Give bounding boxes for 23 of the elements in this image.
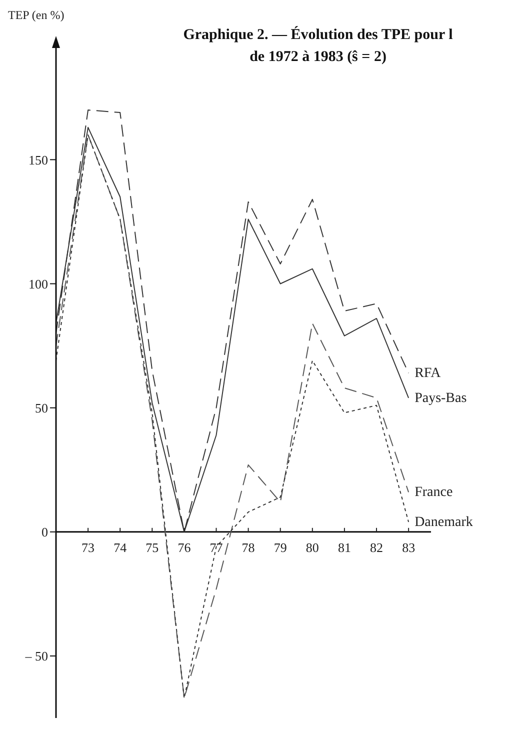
x-tick-label: 74 bbox=[114, 540, 128, 555]
y-axis-title: TEP (en %) bbox=[8, 8, 64, 23]
series-label: Danemark bbox=[414, 514, 473, 530]
y-tick-label: 0 bbox=[42, 524, 48, 540]
chart-subtitle: de 1972 à 1983 (ŝ = 2) bbox=[248, 48, 388, 67]
y-tick-label: 100 bbox=[28, 276, 48, 292]
x-tick-label: 73 bbox=[82, 540, 95, 555]
x-tick-label: 83 bbox=[402, 540, 416, 555]
y-tick-label: 50 bbox=[35, 400, 48, 416]
chart-title: Graphique 2. — Évolution des TPE pour l bbox=[182, 25, 454, 45]
series-label: Pays-Bas bbox=[414, 390, 467, 406]
x-tick-label: 79 bbox=[274, 540, 287, 555]
x-tick-label: 82 bbox=[370, 540, 384, 555]
x-tick-label: 75 bbox=[146, 540, 159, 555]
x-tick-label: 78 bbox=[242, 540, 255, 555]
x-tick-label: 77 bbox=[210, 540, 224, 555]
x-tick-label: 76 bbox=[178, 540, 192, 555]
y-tick-label: 150 bbox=[28, 152, 48, 168]
x-tick-label: 81 bbox=[338, 540, 351, 555]
series-label: France bbox=[414, 485, 453, 500]
y-tick-label: – 50 bbox=[24, 648, 48, 664]
x-tick-label: 80 bbox=[306, 540, 319, 555]
series-label: RFA bbox=[414, 366, 442, 382]
